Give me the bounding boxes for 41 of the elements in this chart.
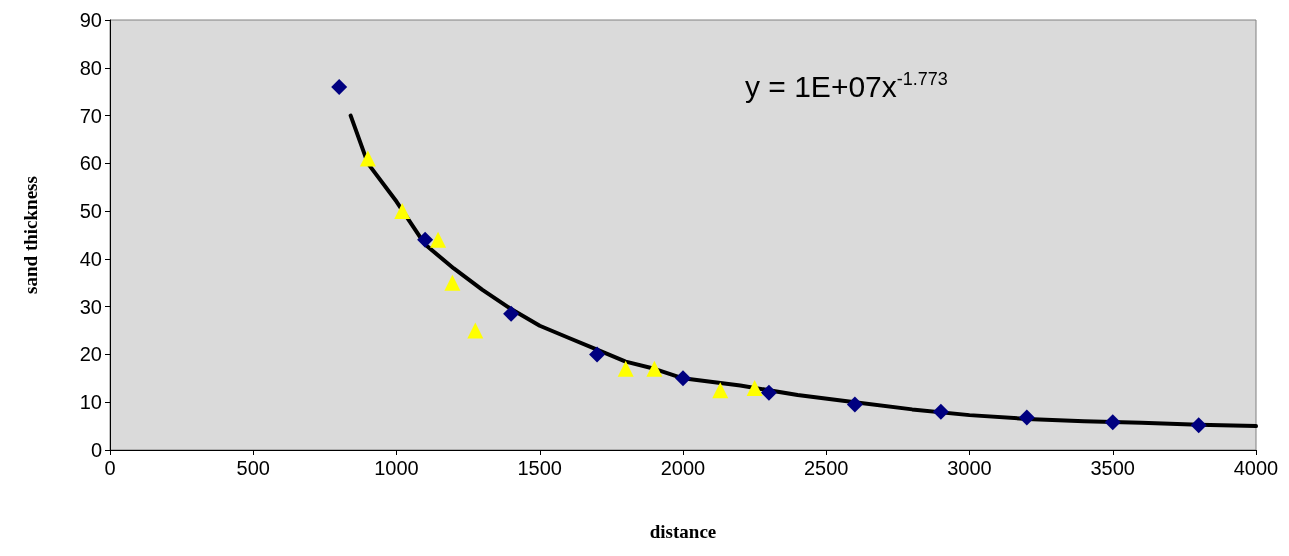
point <box>331 78 348 95</box>
y-tick-label: 10 <box>79 391 102 414</box>
y-tick-label: 80 <box>79 56 102 79</box>
x-tick-label: 3000 <box>947 457 992 479</box>
point <box>712 382 729 399</box>
y-tick-label: 90 <box>79 9 102 31</box>
x-tick-label: 2500 <box>804 457 849 479</box>
x-axis-title: distance <box>649 521 717 542</box>
point <box>1018 409 1035 426</box>
x-tick-label: 1000 <box>374 457 419 479</box>
point <box>394 203 411 220</box>
point <box>932 403 949 420</box>
point <box>444 274 461 291</box>
y-tick-label: 0 <box>90 439 102 461</box>
y-tick-label: 60 <box>79 152 102 175</box>
point <box>467 322 484 339</box>
point <box>503 305 520 322</box>
point <box>359 150 376 167</box>
point <box>589 346 606 363</box>
point <box>846 396 863 413</box>
x-tick-label: 0 <box>104 457 116 479</box>
x-tick-label: 1500 <box>517 457 562 479</box>
x-tick-label: 4000 <box>1233 457 1279 479</box>
point <box>417 231 434 248</box>
y-axis-title: sand thickness <box>20 176 41 294</box>
point <box>675 370 691 387</box>
x-tick-label: 500 <box>236 457 270 479</box>
y-tick-label: 20 <box>79 343 102 366</box>
point <box>617 360 634 377</box>
x-tick-label: 2000 <box>660 457 706 479</box>
y-tick-label: 30 <box>79 295 102 318</box>
point <box>1190 417 1207 434</box>
y-tick-label: 40 <box>79 247 102 270</box>
point <box>760 384 777 401</box>
x-tick-label: 3500 <box>1090 457 1135 479</box>
point <box>1104 414 1121 431</box>
point <box>646 360 663 377</box>
point <box>746 379 763 396</box>
y-tick-label: 70 <box>79 104 102 127</box>
point <box>430 231 447 248</box>
y-tick-label: 50 <box>79 200 102 223</box>
